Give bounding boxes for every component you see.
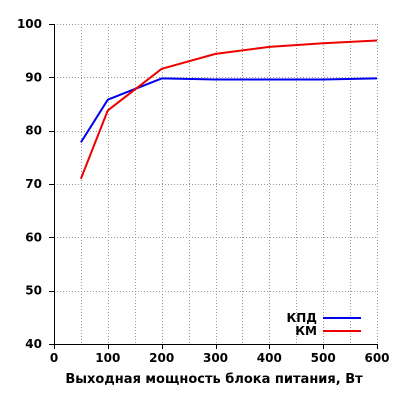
y-tick-label: 90 xyxy=(25,70,42,84)
axes xyxy=(49,24,378,349)
y-tick-label: 100 xyxy=(17,17,42,31)
y-tick-label: 50 xyxy=(25,284,42,298)
x-tick-label: 500 xyxy=(311,351,336,365)
grid-lines xyxy=(54,24,378,344)
x-tick-label: 0 xyxy=(50,351,58,365)
x-axis-title: Выходная мощность блока питания, Вт xyxy=(65,372,363,387)
legend-label-2: КМ xyxy=(295,324,317,338)
x-tick-label: 300 xyxy=(203,351,228,365)
legend-label-1: КПД xyxy=(286,311,317,325)
x-tick-label: 200 xyxy=(149,351,174,365)
series-line-1 xyxy=(80,77,378,143)
y-tick-label: 70 xyxy=(25,177,42,191)
y-tick-label: 60 xyxy=(25,230,42,244)
tick-labels: 40 50 60 70 80 90 100 0 100 200 300 400 500 600 xyxy=(17,17,390,365)
series-line-2 xyxy=(79,39,378,180)
x-tick-label: 100 xyxy=(95,351,120,365)
x-tick-label: 600 xyxy=(364,351,389,365)
series-lines xyxy=(79,39,378,180)
y-tick-label: 40 xyxy=(25,337,42,351)
x-tick-label: 400 xyxy=(257,351,282,365)
y-tick-label: 80 xyxy=(25,124,42,138)
